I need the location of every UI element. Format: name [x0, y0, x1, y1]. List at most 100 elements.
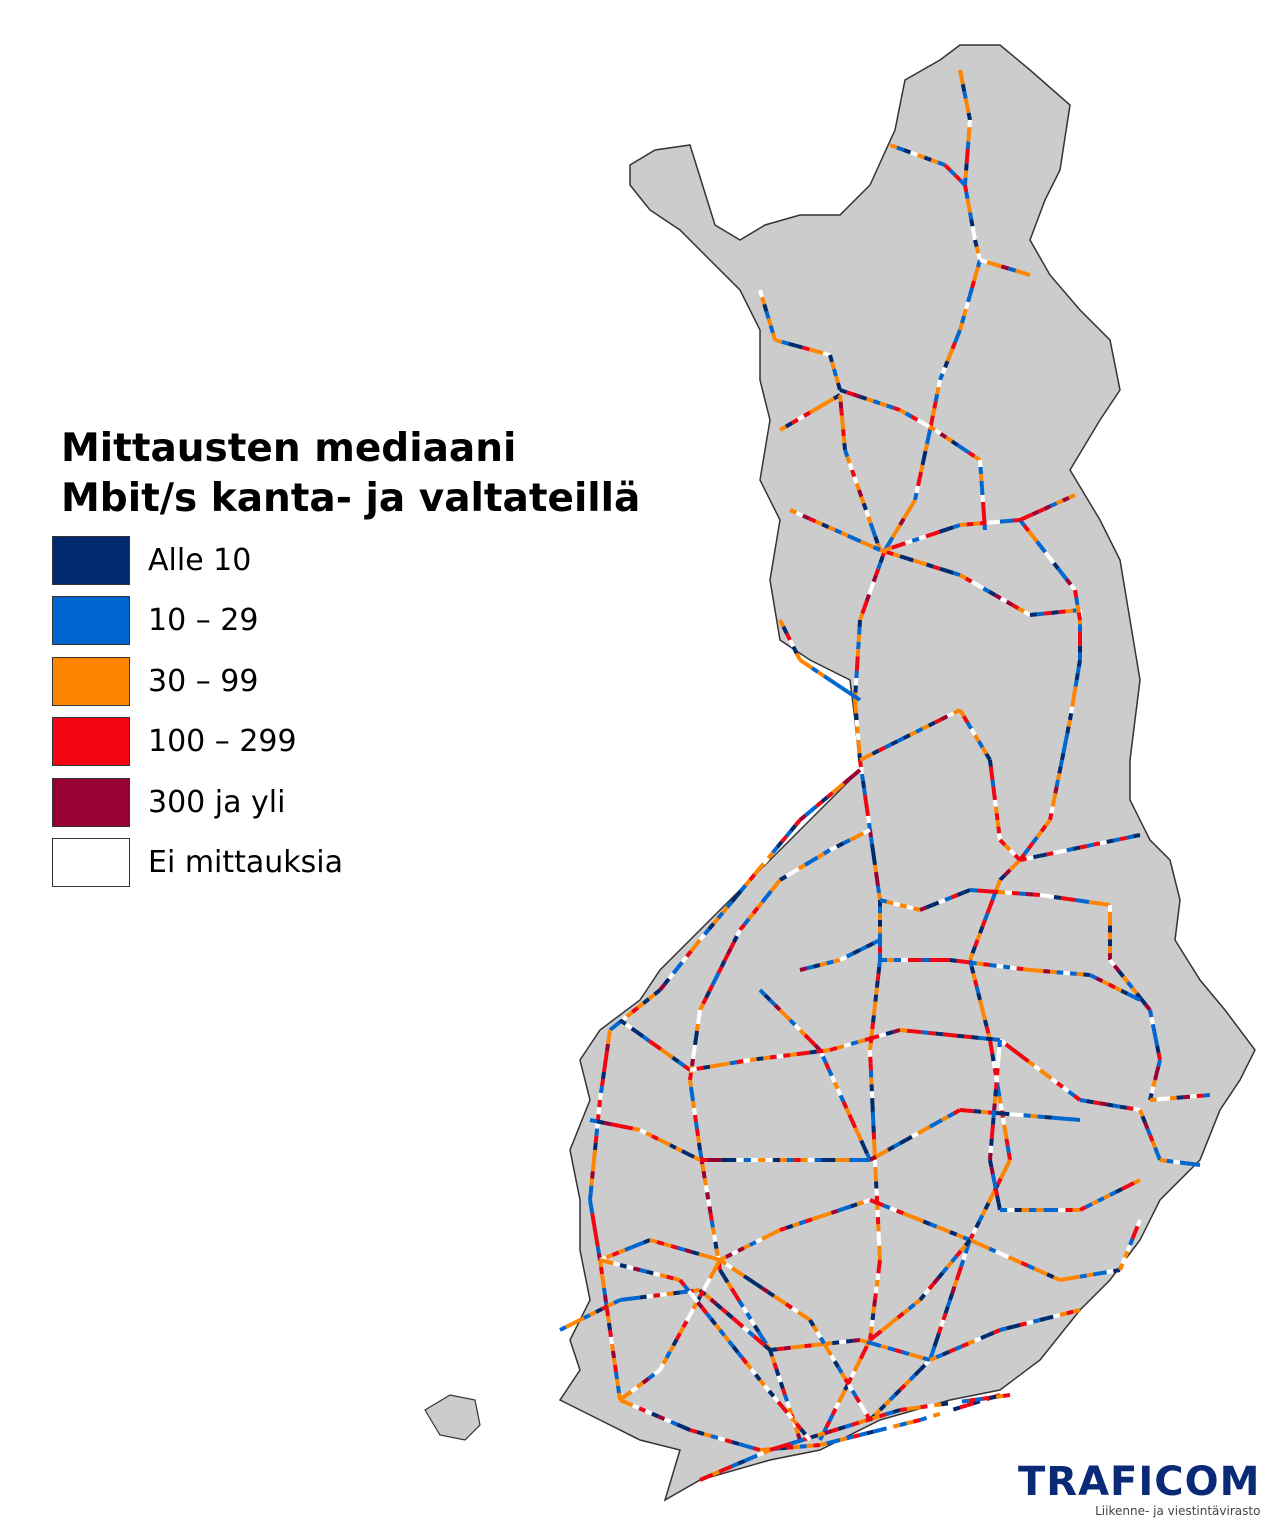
legend-label: 100 – 299 [148, 724, 297, 760]
road-segment [973, 1109, 982, 1114]
road-segment [1117, 969, 1125, 978]
road-segment [912, 558, 921, 565]
road-segment [1086, 1272, 1094, 1278]
road-segment [730, 895, 738, 904]
road-segment [751, 906, 760, 915]
road-segment [731, 1345, 740, 1354]
road-segment [873, 1286, 879, 1294]
road-segment [631, 1403, 640, 1411]
road-segment [689, 944, 698, 953]
road-segment [669, 1143, 677, 1150]
road-segment [939, 1319, 946, 1328]
road-segment [973, 1336, 982, 1343]
road-segment [827, 525, 836, 532]
road-segment [842, 442, 847, 451]
road-segment [978, 925, 985, 935]
road-segment [594, 1239, 600, 1247]
road-segment [661, 1356, 669, 1365]
road-segment [719, 959, 727, 968]
legend-label: Ei mittauksia [148, 845, 344, 881]
road-segment [1151, 1079, 1157, 1088]
road-segment [990, 1124, 995, 1132]
road-segment [961, 1341, 969, 1349]
road-segment [658, 983, 667, 992]
road-segment [990, 892, 997, 901]
road-segment [756, 900, 764, 910]
road-segment [925, 436, 931, 445]
road-segment [784, 632, 792, 641]
road-segment [905, 505, 913, 514]
road-segment [830, 1407, 838, 1416]
road-segment [948, 348, 955, 356]
road-segment [1044, 1115, 1052, 1120]
road-segment [862, 600, 869, 608]
legend-item: 10 – 29 [52, 591, 640, 652]
road-segment [866, 516, 873, 524]
road-segment [1007, 1255, 1016, 1262]
road-segment [1099, 839, 1108, 846]
road-segment [653, 1043, 662, 1051]
road-segment [844, 1107, 852, 1116]
road-segment [659, 1047, 668, 1055]
road-segment [887, 536, 895, 545]
road-segment [712, 916, 720, 925]
road-segment [996, 1046, 1002, 1055]
road-segment [939, 566, 948, 573]
road-segment [588, 1199, 594, 1207]
road-segment [978, 999, 984, 1008]
road-segment [645, 1131, 653, 1138]
road-segment [776, 1375, 783, 1383]
road-segment [713, 1323, 722, 1332]
road-segment [988, 1039, 994, 1048]
road-segment [1139, 997, 1148, 1006]
road-segment [868, 1042, 873, 1051]
road-segment [850, 1202, 858, 1209]
road-segment [1044, 1072, 1053, 1081]
road-segment [665, 1051, 674, 1060]
road-segment [995, 1195, 1001, 1204]
road-segment [763, 1055, 771, 1061]
road-segment [610, 1343, 615, 1352]
road-segment [969, 1238, 978, 1245]
road-segment [959, 76, 965, 85]
road-segment [862, 787, 867, 796]
road-segment [1079, 1205, 1087, 1212]
road-segment [989, 1131, 995, 1139]
road-segment [670, 1419, 679, 1427]
road-segment [799, 1444, 807, 1449]
road-segment [959, 1259, 966, 1268]
road-segment [1126, 980, 1134, 990]
road-segment [998, 1103, 1004, 1111]
road-segment [684, 1248, 693, 1254]
road-segment [1009, 965, 1017, 971]
road-segment [1050, 1076, 1059, 1085]
road-segment [925, 532, 934, 539]
road-segment [1010, 1046, 1019, 1055]
road-segment [828, 354, 834, 363]
road-segment [986, 520, 994, 525]
road-segment [845, 951, 855, 959]
road-segment [875, 1151, 883, 1159]
road-segment [895, 1208, 905, 1216]
road-segment [950, 1286, 957, 1294]
road-segment [863, 794, 868, 803]
road-segment [632, 1126, 641, 1132]
road-segment [862, 1198, 871, 1205]
road-segment [877, 1259, 882, 1267]
road-segment [1108, 958, 1117, 967]
road-segment [865, 808, 870, 817]
road-segment [852, 948, 861, 956]
road-segment [922, 450, 928, 459]
road-segment [752, 1324, 761, 1333]
road-segment [964, 576, 973, 584]
road-segment [794, 652, 802, 661]
road-segment [1118, 1263, 1125, 1271]
road-segment [903, 148, 912, 155]
road-segment [609, 1336, 614, 1345]
road-segment [793, 1444, 801, 1450]
road-segment [633, 1295, 641, 1301]
road-segment [890, 530, 898, 539]
road-segment [902, 1211, 911, 1218]
road-segment [819, 1441, 828, 1447]
road-segment [847, 773, 856, 781]
